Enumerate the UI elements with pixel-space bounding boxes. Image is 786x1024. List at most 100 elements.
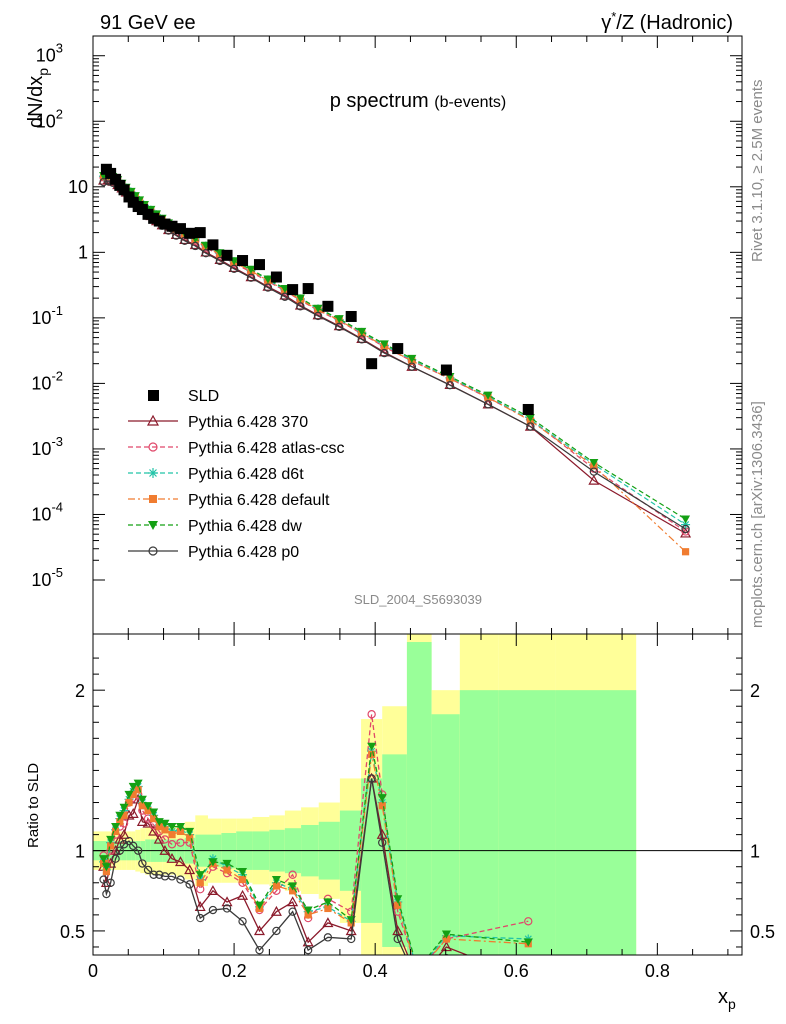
ratio-point xyxy=(304,911,312,919)
ratio-point xyxy=(207,885,219,896)
series-point xyxy=(407,362,417,371)
ratio-point xyxy=(111,854,120,863)
series-point xyxy=(357,335,366,344)
stat-uncertainty-band xyxy=(431,714,460,955)
ratio-point xyxy=(125,798,133,807)
ratio-point xyxy=(155,870,164,879)
y-tick-label: 103 xyxy=(36,41,63,66)
series-point xyxy=(229,264,239,274)
ratio-point xyxy=(368,750,376,758)
ratio-point xyxy=(149,870,158,879)
analysis-id: SLD_2004_S5693039 xyxy=(354,592,482,607)
series-point xyxy=(280,292,290,301)
series-point xyxy=(313,311,323,321)
y-tick-label: 1 xyxy=(78,242,88,262)
data-point-sld xyxy=(366,358,378,370)
ratio-point xyxy=(115,846,125,855)
ratio-point xyxy=(208,858,218,867)
ratio-point xyxy=(149,808,159,817)
stat-uncertainty-band xyxy=(406,642,432,955)
ratio-y-tick-label: 1 xyxy=(75,842,85,862)
ratio-panel-frame xyxy=(92,633,743,956)
data-point-sld xyxy=(440,364,452,376)
data-point-sld xyxy=(345,310,357,322)
ratio-point xyxy=(167,840,177,849)
ratio-point xyxy=(134,786,142,794)
ratio-point xyxy=(106,878,115,887)
x-tick-label: 0.2 xyxy=(222,961,247,981)
ratio-point xyxy=(99,855,109,864)
ratio-point xyxy=(367,742,377,751)
ratio-point xyxy=(144,806,152,815)
ratio-point xyxy=(196,879,204,887)
ratio-point xyxy=(270,905,282,916)
ratio-point xyxy=(176,827,185,836)
ratio-point xyxy=(119,803,129,812)
stat-uncertainty-band xyxy=(555,690,637,955)
mcplots-label: mcplots.cern.ch [arXiv:1306.3436] xyxy=(749,401,766,628)
series-point xyxy=(334,315,344,324)
ratio-point xyxy=(272,882,281,890)
ratio-point xyxy=(253,925,266,936)
ratio-point xyxy=(133,846,143,855)
ratio-point xyxy=(272,926,281,936)
series-point xyxy=(407,354,417,363)
legend-label-sld: SLD xyxy=(188,388,219,405)
data-point-sld xyxy=(287,284,299,296)
legend-marker xyxy=(148,442,158,452)
ratio-point xyxy=(160,819,170,828)
ratio-point xyxy=(176,838,185,847)
ratio-point xyxy=(367,710,376,719)
ratio-point xyxy=(376,828,388,839)
ratio-point xyxy=(120,811,128,819)
ratio-point xyxy=(525,984,532,991)
ratio-point xyxy=(378,802,386,810)
ratio-point xyxy=(303,906,313,915)
ratio-point xyxy=(221,896,233,907)
series-point xyxy=(588,474,600,485)
ratio-point xyxy=(393,934,402,944)
ratio-point xyxy=(174,856,186,867)
ratio-point xyxy=(271,875,281,885)
ratio-point xyxy=(440,941,452,952)
ratio-point xyxy=(208,905,218,915)
ratio-point xyxy=(194,901,206,912)
ratio-point xyxy=(128,782,138,791)
legend-marker-sld xyxy=(148,390,159,401)
ratio-y-axis-label: Ratio to SLD xyxy=(25,763,42,848)
series-point xyxy=(295,294,305,303)
ratio-point xyxy=(288,882,298,891)
ratio-point xyxy=(137,795,147,804)
y-tick-label: 10-3 xyxy=(31,434,63,459)
data-point-sld xyxy=(118,184,130,196)
series-point xyxy=(201,248,211,258)
data-point-sld xyxy=(174,223,186,235)
ratio-point xyxy=(367,774,376,783)
ratio-point xyxy=(413,967,422,976)
ratio-y-tick-label-right: 1 xyxy=(750,842,760,862)
ratio-point xyxy=(185,827,195,836)
ratio-point xyxy=(176,875,185,884)
legend-label: Pythia 6.428 dw xyxy=(188,518,302,535)
ratio-point xyxy=(155,823,163,831)
series-point xyxy=(263,283,273,292)
data-point-sld xyxy=(322,300,334,312)
ratio-y-tick-label: 2 xyxy=(75,681,85,701)
ratio-point xyxy=(238,867,248,877)
ratio-point xyxy=(254,901,264,910)
series-point xyxy=(445,380,455,390)
ratio-point xyxy=(443,954,450,955)
ratio-point xyxy=(167,872,177,881)
series-point xyxy=(263,275,273,284)
ratio-point xyxy=(107,842,115,850)
series-point xyxy=(280,284,290,294)
ratio-point xyxy=(161,826,169,834)
y-tick-label: 10-4 xyxy=(31,499,63,524)
legend-label: Pythia 6.428 370 xyxy=(188,414,308,431)
header-left: 91 GeV ee xyxy=(100,12,196,34)
series-point xyxy=(246,273,256,282)
ratio-point xyxy=(111,827,120,836)
ratio-point xyxy=(223,866,231,874)
ratio-point xyxy=(195,871,205,880)
